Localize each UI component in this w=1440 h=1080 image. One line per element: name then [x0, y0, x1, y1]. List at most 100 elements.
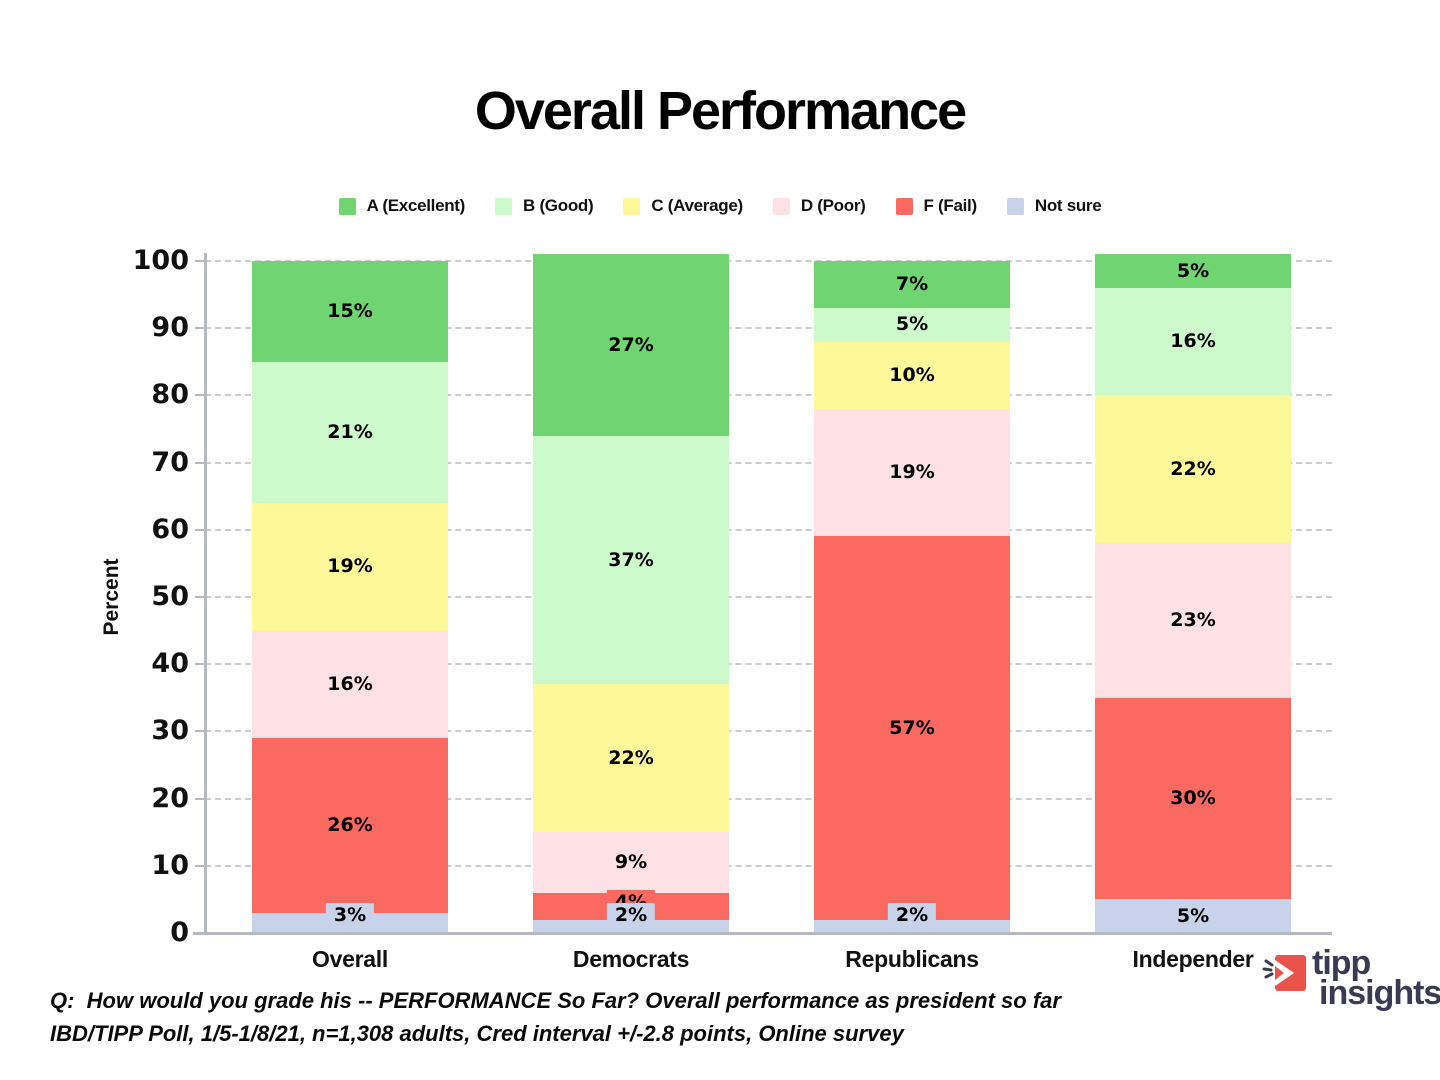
legend-item: C (Average)	[623, 196, 743, 216]
y-tick-mark	[195, 528, 205, 531]
bar-segment-label: 10%	[881, 362, 943, 388]
bar-segment: 57%	[814, 536, 1010, 920]
bar-segment: 37%	[533, 435, 729, 685]
y-axis-line	[204, 253, 207, 934]
y-tick-mark	[195, 461, 205, 464]
bar-segment: 16%	[1095, 287, 1291, 396]
y-tick-label: 20	[151, 782, 189, 814]
legend-label: B (Good)	[523, 196, 594, 215]
bar-segment: 23%	[1095, 543, 1291, 698]
legend-item: D (Poor)	[772, 196, 866, 216]
legend-label: Not sure	[1034, 196, 1102, 215]
plot-area: 0 10 20 30 40 50 60 70 80 90 100 15% 21% 19% 16% 26% 3% 2…	[133, 246, 1332, 948]
y-tick-label: 30	[151, 715, 189, 747]
y-tick-mark	[195, 730, 205, 733]
legend-label: F (Fail)	[923, 196, 978, 215]
bar-segment: 9%	[533, 832, 729, 893]
footer-note: Q: How would you grade his -- PERFORMANC…	[50, 984, 1061, 1050]
bar-segment: 30%	[1095, 697, 1291, 900]
bar-segment: 19%	[252, 502, 448, 631]
bar-segment-label: 16%	[1162, 329, 1224, 355]
gridline	[205, 327, 1332, 330]
bar-segment-label: 2%	[887, 902, 937, 928]
bar: 5% 16% 22% 23% 30% 5%	[1095, 254, 1291, 933]
bar-segment: 22%	[533, 684, 729, 833]
bar-segment: 5%	[1095, 254, 1291, 288]
bar-segment: 26%	[252, 738, 448, 913]
bar-segment-label: 7%	[887, 272, 937, 298]
chart-title: Overall Performance	[474, 81, 967, 141]
bar-segment-label: 30%	[1162, 786, 1224, 812]
legend-swatch	[772, 197, 790, 215]
bar-segment-label: 3%	[325, 902, 375, 928]
bar-segment: 3%	[252, 902, 448, 933]
gridline	[205, 528, 1332, 531]
bar-segment-label: 19%	[881, 460, 943, 486]
legend-swatch	[623, 197, 641, 215]
bar-segment-label: 27%	[600, 332, 662, 358]
bar-segment-label: 5%	[1168, 258, 1218, 284]
y-tick-label: 90	[151, 312, 189, 344]
bar-segment: 2%	[533, 902, 729, 933]
bar-segment: 7%	[814, 261, 1010, 309]
bar-segment-label: 5%	[887, 312, 937, 338]
gridline	[205, 461, 1332, 464]
footer-question-line: Q: How would you grade his -- PERFORMANC…	[50, 988, 1061, 1013]
x-category-label: Democrats	[572, 946, 690, 972]
legend: A (Excellent) B (Good) C (Average) D (Poor)…	[0, 196, 1440, 216]
bar-segment: 19%	[814, 408, 1010, 537]
y-tick-label: 40	[151, 648, 189, 680]
y-tick-mark	[195, 864, 205, 867]
gridline	[205, 730, 1332, 733]
bar-segment-label: 26%	[319, 812, 381, 838]
bar-segment: 27%	[533, 254, 729, 436]
y-tick-mark	[195, 596, 205, 598]
bar-segment: 5%	[814, 308, 1010, 342]
gridline	[205, 394, 1332, 397]
y-tick-label: 10	[151, 849, 189, 881]
y-tick-label: 0	[170, 917, 189, 948]
legend-label: A (Excellent)	[366, 196, 466, 215]
y-tick-label: 100	[132, 245, 189, 276]
gridline	[205, 797, 1332, 800]
gridline	[205, 260, 1332, 262]
bar-segment: 16%	[252, 630, 448, 739]
y-tick-label: 80	[151, 379, 189, 411]
y-tick-mark	[195, 394, 205, 397]
bar-segment: 10%	[814, 341, 1010, 409]
bar-segment: 21%	[252, 361, 448, 503]
gridline	[205, 596, 1332, 598]
bar-segment-label: 16%	[319, 671, 381, 697]
logo-word-tipp: tipp	[1312, 944, 1371, 982]
bar-segment-label: 9%	[606, 849, 656, 875]
bar: 27% 37% 22% 9% 4% 2%	[533, 254, 729, 933]
y-tick-label: 60	[151, 513, 189, 545]
bar-segment: 5%	[1095, 899, 1291, 933]
gridline	[205, 864, 1332, 867]
legend-swatch	[338, 197, 356, 215]
bar-segment-label: 2%	[606, 902, 656, 928]
x-axis-line	[193, 932, 1332, 935]
bar-segment-label: 57%	[881, 715, 943, 741]
bar-segment-label: 22%	[600, 745, 662, 771]
legend-swatch	[495, 197, 513, 215]
bar-segment-label: 5%	[1168, 903, 1218, 929]
bar-segment-label: 19%	[319, 554, 381, 580]
legend-swatch	[895, 197, 913, 215]
legend-label: C (Average)	[651, 196, 743, 215]
y-axis-title: Percent	[100, 558, 123, 636]
bar-segment: 22%	[1095, 395, 1291, 544]
y-tick-mark	[195, 797, 205, 800]
y-tick-mark	[195, 327, 205, 330]
bar-segment-label: 15%	[319, 298, 381, 324]
bar-segment-label: 37%	[600, 547, 662, 573]
bar-segment-label: 23%	[1162, 607, 1224, 633]
bar: 15% 21% 19% 16% 26% 3%	[252, 261, 448, 933]
y-tick-mark	[195, 260, 205, 262]
x-category-label: Independer	[1132, 946, 1254, 972]
legend-item: A (Excellent)	[338, 196, 466, 216]
bar-segment-label: 21%	[319, 419, 381, 445]
bar-segment-label: 22%	[1162, 456, 1224, 482]
legend-item: F (Fail)	[895, 196, 978, 216]
